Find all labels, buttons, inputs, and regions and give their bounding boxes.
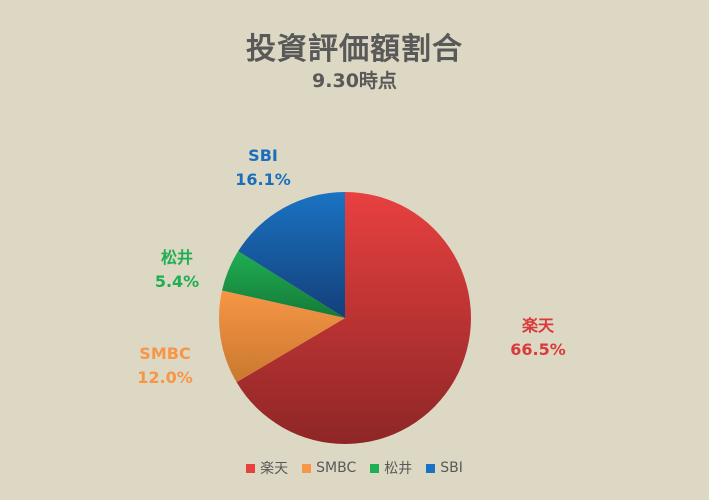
slice-label-name: SMBC	[139, 344, 191, 363]
slice-label-value: 5.4%	[154, 272, 200, 291]
pie-slice-1	[218, 290, 345, 383]
slice-label-value: 12.0%	[137, 368, 193, 387]
pie-slice-2	[222, 251, 345, 318]
legend-item-3: SBI	[426, 458, 463, 478]
chart-title: 投資評価額割合	[246, 32, 463, 67]
pie-slice-0	[236, 192, 472, 444]
legend-label: SMBC	[316, 460, 357, 476]
slice-label-name: 楽天	[521, 316, 555, 335]
legend-swatch	[426, 463, 436, 473]
slice-label-3: SBI 16.1%	[235, 144, 291, 192]
legend-swatch	[246, 463, 256, 473]
legend-item-1: SMBC	[302, 458, 356, 478]
slice-label-1: SMBC 12.0%	[137, 342, 193, 390]
legend-label: 松井	[384, 461, 413, 477]
slice-label-name: 松井	[160, 248, 193, 267]
legend-swatch	[370, 463, 380, 473]
legend-label: 楽天	[260, 461, 289, 477]
slice-label-name: SBI	[248, 146, 278, 165]
slice-label-value: 16.1%	[235, 170, 291, 189]
chart-subtitle: 9.30時点	[312, 70, 397, 92]
slice-label-0: 楽天 66.5%	[510, 314, 566, 362]
legend-swatch	[302, 463, 312, 473]
slice-label-value: 66.5%	[510, 340, 566, 359]
legend: 楽天 SMBC 松井 SBI	[0, 458, 709, 478]
pie-slice-3	[238, 192, 345, 318]
slice-label-2: 松井 5.4%	[155, 246, 199, 294]
legend-item-0: 楽天	[246, 458, 288, 478]
legend-item-2: 松井	[370, 458, 412, 478]
legend-label: SBI	[440, 460, 463, 476]
